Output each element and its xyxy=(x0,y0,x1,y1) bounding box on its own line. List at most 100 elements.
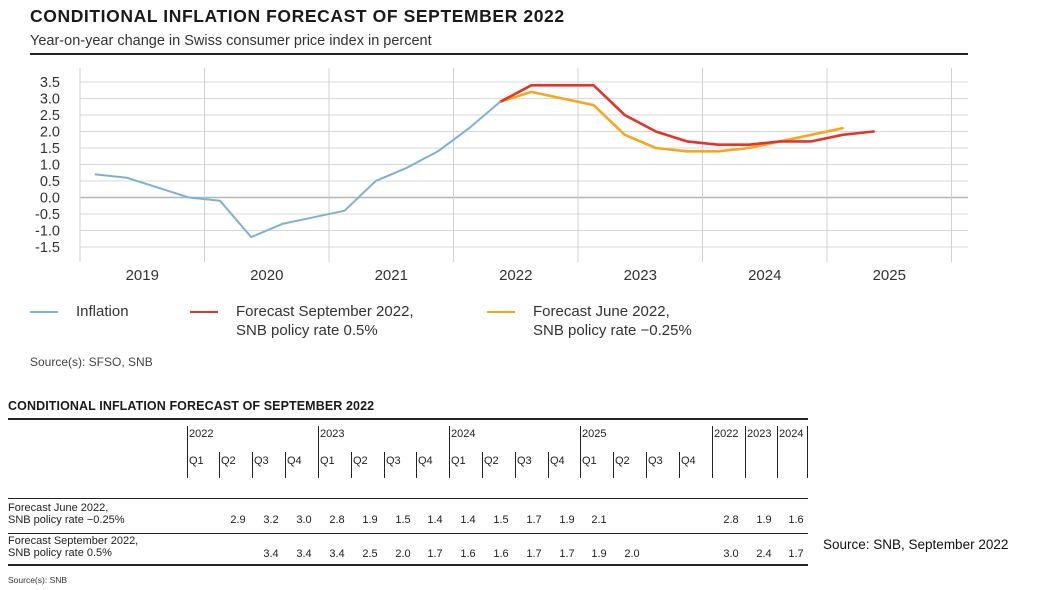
y-tick-label: 0.0 xyxy=(40,191,60,207)
year-header: 2024 xyxy=(451,428,476,440)
y-tick-label: 1.0 xyxy=(40,158,60,174)
legend-swatch-forecast-september xyxy=(190,311,218,313)
legend-label-inflation: Inflation xyxy=(76,303,129,320)
y-tick-label: -1.0 xyxy=(35,224,60,240)
table-cell: 1.7 xyxy=(526,548,542,560)
chart-source: Source(s): SFSO, SNB xyxy=(30,355,153,369)
quarter-header: Q1 xyxy=(189,455,204,467)
y-tick-label: 1.5 xyxy=(40,141,60,157)
table-cell: 2.4 xyxy=(756,548,772,560)
table-bottom-rule xyxy=(8,564,808,566)
table-cell: 1.9 xyxy=(362,514,378,526)
quarter-header: Q4 xyxy=(550,455,565,467)
table-cell: 1.7 xyxy=(427,548,443,560)
quarter-header: Q4 xyxy=(287,455,302,467)
quarter-divider xyxy=(219,452,220,478)
table-cell: 3.2 xyxy=(263,514,279,526)
table-cell: 3.0 xyxy=(296,514,312,526)
table-cell: 1.7 xyxy=(559,548,575,560)
legend-label-forecast-june: Forecast June 2022, SNB policy rate −0.2… xyxy=(533,303,692,339)
table-cell: 2.9 xyxy=(230,514,246,526)
year-divider xyxy=(187,426,188,478)
y-tick-label: 3.0 xyxy=(40,92,60,108)
table-cell: 1.9 xyxy=(559,514,575,526)
quarter-header: Q2 xyxy=(221,455,236,467)
y-tick-label: 3.5 xyxy=(40,75,60,91)
quarter-divider xyxy=(416,452,417,478)
quarter-header: Q3 xyxy=(648,455,663,467)
annual-header: 2024 xyxy=(779,428,804,440)
table-cell: 3.4 xyxy=(296,548,312,560)
chart-subtitle: Year-on-year change in Swiss consumer pr… xyxy=(30,33,432,49)
table-row-label-september: Forecast September 2022, SNB policy rate… xyxy=(8,535,139,559)
annual-divider xyxy=(807,426,808,478)
table-cell: 2.0 xyxy=(395,548,411,560)
table-cell: 1.7 xyxy=(526,514,542,526)
table-cell: 1.9 xyxy=(591,548,607,560)
annual-divider xyxy=(777,426,778,478)
x-tick-label: 2023 xyxy=(624,267,657,284)
table-cell: 1.6 xyxy=(493,548,509,560)
annual-divider xyxy=(745,426,746,478)
table-cell: 1.7 xyxy=(788,548,804,560)
x-tick-label: 2024 xyxy=(748,267,781,284)
table-cell: 1.4 xyxy=(460,514,476,526)
x-tick-label: 2019 xyxy=(126,267,159,284)
table-source: Source(s): SNB xyxy=(8,575,68,585)
table-cell: 1.5 xyxy=(493,514,509,526)
legend-label-forecast-september: Forecast September 2022, SNB policy rate… xyxy=(236,303,414,339)
quarter-header: Q3 xyxy=(517,455,532,467)
quarter-header: Q1 xyxy=(320,455,335,467)
year-divider xyxy=(318,426,319,478)
year-header: 2022 xyxy=(189,428,214,440)
legend-item-forecast-june: Forecast June 2022, SNB policy rate −0.2… xyxy=(487,302,767,342)
title-rule xyxy=(30,53,968,55)
table-cell: 2.8 xyxy=(329,514,345,526)
quarter-header: Q2 xyxy=(484,455,499,467)
table-row-label-june: Forecast June 2022, SNB policy rate −0.2… xyxy=(8,502,125,526)
table-cell: 1.9 xyxy=(756,514,772,526)
table-row-rule xyxy=(8,533,808,534)
annual-header: 2022 xyxy=(714,428,739,440)
table-cell: 2.0 xyxy=(624,548,640,560)
table-cell: 2.1 xyxy=(591,514,607,526)
table-cell: 1.6 xyxy=(788,514,804,526)
annual-header: 2023 xyxy=(747,428,772,440)
y-tick-label: 2.5 xyxy=(40,108,60,124)
legend-item-inflation: Inflation xyxy=(30,302,190,342)
year-header: 2023 xyxy=(320,428,345,440)
legend-swatch-forecast-june xyxy=(487,311,515,313)
x-tick-label: 2020 xyxy=(250,267,283,284)
quarter-divider xyxy=(548,452,549,478)
x-tick-label: 2022 xyxy=(499,267,532,284)
table-cell: 3.4 xyxy=(329,548,345,560)
legend-item-forecast-september: Forecast September 2022, SNB policy rate… xyxy=(190,302,470,342)
quarter-header: Q1 xyxy=(582,455,597,467)
table-cell: 2.8 xyxy=(723,514,739,526)
quarter-divider xyxy=(285,452,286,478)
quarter-header: Q1 xyxy=(451,455,466,467)
series-line-inflation xyxy=(94,100,502,239)
quarter-header: Q2 xyxy=(615,455,630,467)
quarter-divider xyxy=(515,452,516,478)
table-header-rule xyxy=(8,498,808,499)
series-line-forecast-september xyxy=(498,83,876,146)
quarter-divider xyxy=(482,452,483,478)
table-cell: 1.4 xyxy=(427,514,443,526)
quarter-divider xyxy=(679,452,680,478)
quarter-header: Q4 xyxy=(418,455,433,467)
quarter-header: Q4 xyxy=(681,455,696,467)
y-tick-label: -1.5 xyxy=(35,240,60,256)
quarter-divider xyxy=(351,452,352,478)
line-chart: 3.53.02.52.01.51.00.50.0-0.5-1.0-1.5 2019… xyxy=(35,68,968,284)
chart-title: CONDITIONAL INFLATION FORECAST OF SEPTEM… xyxy=(30,6,565,26)
table-cell: 2.5 xyxy=(362,548,378,560)
quarter-header: Q2 xyxy=(353,455,368,467)
year-header: 2025 xyxy=(582,428,607,440)
year-divider xyxy=(449,426,450,478)
y-tick-label: -0.5 xyxy=(35,207,60,223)
year-divider xyxy=(580,426,581,478)
table-cell: 3.0 xyxy=(723,548,739,560)
legend-swatch-inflation xyxy=(30,311,58,313)
table-cell: 1.5 xyxy=(395,514,411,526)
